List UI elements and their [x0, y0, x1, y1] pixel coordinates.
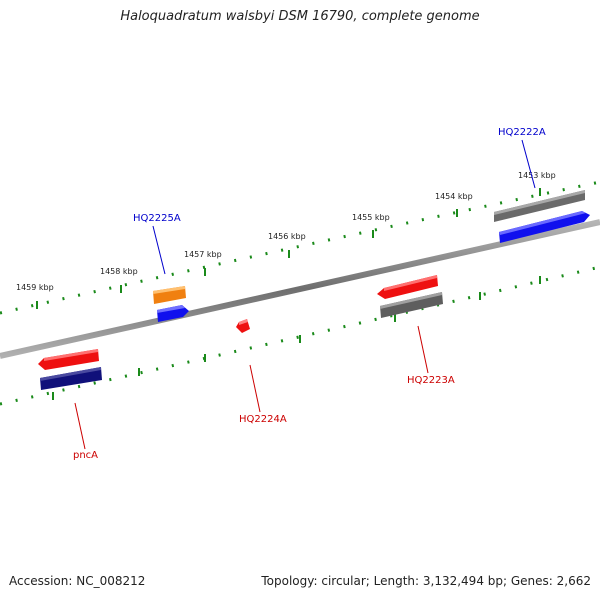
kbp-labels: 1453 kbp 1454 kbp 1455 kbp 1456 kbp 1457…: [16, 171, 556, 292]
gene-label-hq2225a[interactable]: HQ2225A: [133, 213, 181, 224]
kbp-label-1457: 1457 kbp: [184, 250, 222, 259]
accession-text: Accession: NC_008212: [9, 574, 146, 588]
gene-red-small[interactable]: [236, 319, 250, 333]
gene-label-hq2224a[interactable]: HQ2224A: [239, 414, 287, 425]
topology-text: Topology: circular; Length: 3,132,494 bp…: [261, 574, 591, 588]
gene-red-left[interactable]: [38, 349, 99, 370]
inner-scale-track: [0, 265, 600, 406]
gene-label-hq2222a[interactable]: HQ2222A: [498, 127, 546, 138]
kbp-label-1459: 1459 kbp: [16, 283, 54, 292]
kbp-label-1458: 1458 kbp: [100, 267, 138, 276]
gene-label-pnca[interactable]: pncA: [73, 450, 98, 461]
gene-gray-top-right[interactable]: [494, 190, 585, 222]
kbp-label-1455: 1455 kbp: [352, 213, 390, 222]
gene-red-mid[interactable]: [377, 275, 438, 299]
gene-orange[interactable]: [153, 286, 186, 304]
genome-backbone: [0, 219, 600, 359]
gene-label-hq2223a[interactable]: HQ2223A: [407, 375, 455, 386]
kbp-label-1453: 1453 kbp: [518, 171, 556, 180]
leader-lines: [74, 139, 536, 450]
outer-scale-track: [0, 180, 600, 315]
genome-title: Haloquadratum walsbyi DSM 16790, complet…: [120, 9, 480, 24]
kbp-label-1454: 1454 kbp: [435, 192, 473, 201]
major-ticks: [36, 188, 541, 400]
gene-blue-small[interactable]: [157, 305, 189, 322]
gene-navy-left[interactable]: [40, 367, 102, 390]
gene-blue-top-right[interactable]: [499, 211, 590, 243]
gene-gray-mid[interactable]: [380, 292, 443, 318]
kbp-label-1456: 1456 kbp: [268, 232, 306, 241]
